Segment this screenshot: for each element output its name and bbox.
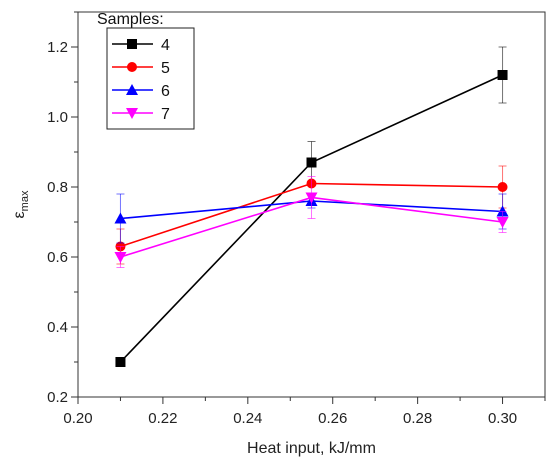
y-axis-title-main: ε: [11, 211, 28, 218]
data-point: [115, 357, 126, 367]
data-point: [114, 212, 127, 224]
x-tick-label: 0.30: [488, 410, 517, 427]
legend-item-6: 6: [112, 83, 170, 100]
legend-box: [106, 27, 195, 130]
legend-item-7: 7: [112, 106, 170, 123]
y-tick-label: 0.4: [47, 319, 68, 336]
data-point: [497, 70, 508, 80]
x-tick-label: 0.22: [148, 410, 177, 427]
legend-marker: [127, 62, 137, 72]
legend-label: 4: [161, 37, 170, 54]
x-tick-label: 0.28: [403, 410, 432, 427]
data-point: [305, 192, 318, 204]
legend-label: 6: [161, 83, 170, 100]
y-axis: 0.2 0.4 0.6 0.8 1.0 1.2: [47, 11, 78, 406]
y-tick-label: 0.6: [47, 249, 68, 266]
x-axis: 0.20 0.22 0.24 0.26 0.28 0.30: [63, 397, 546, 427]
legend-title: Samples:: [97, 11, 164, 28]
data-point: [497, 182, 508, 192]
y-tick-label: 0.2: [47, 389, 68, 406]
legend: Samples: 4 5 6 7: [97, 11, 195, 130]
series-layer: [114, 46, 509, 367]
x-tick-label: 0.20: [63, 410, 92, 427]
legend-label: 5: [161, 60, 170, 77]
x-tick-label: 0.24: [233, 410, 262, 427]
series-7: [114, 176, 509, 268]
legend-marker: [126, 84, 138, 95]
plot-border: [77, 11, 546, 398]
x-tick-label: 0.26: [318, 410, 347, 427]
data-point: [496, 217, 509, 228]
legend-marker: [126, 108, 138, 119]
y-tick-label: 0.8: [47, 179, 68, 196]
data-point: [114, 252, 127, 263]
legend-item-4: 4: [112, 37, 170, 54]
y-axis-title-sub: max: [19, 190, 31, 211]
y-tick-label: 1.0: [47, 109, 68, 126]
data-point: [306, 157, 317, 168]
plot-frame: [77, 11, 546, 398]
y-axis-title: εmax: [11, 190, 31, 218]
legend-label: 7: [161, 106, 170, 123]
legend-marker: [127, 39, 137, 49]
legend-item-5: 5: [112, 60, 170, 77]
y-tick-label: 1.2: [47, 39, 68, 56]
x-axis-title: Heat input, kJ/mm: [247, 440, 376, 457]
